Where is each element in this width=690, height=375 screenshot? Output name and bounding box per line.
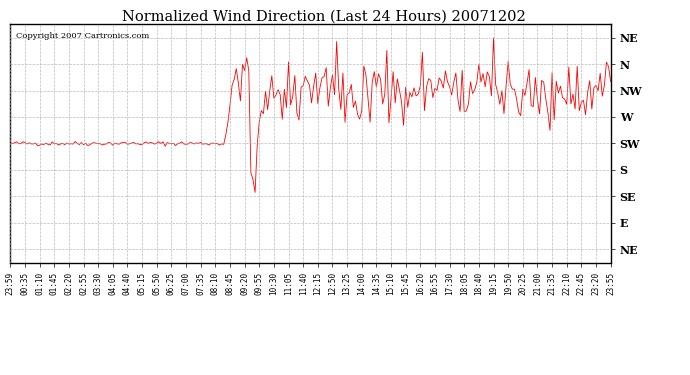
Text: Copyright 2007 Cartronics.com: Copyright 2007 Cartronics.com xyxy=(17,32,150,39)
Text: Normalized Wind Direction (Last 24 Hours) 20071202: Normalized Wind Direction (Last 24 Hours… xyxy=(122,9,526,23)
